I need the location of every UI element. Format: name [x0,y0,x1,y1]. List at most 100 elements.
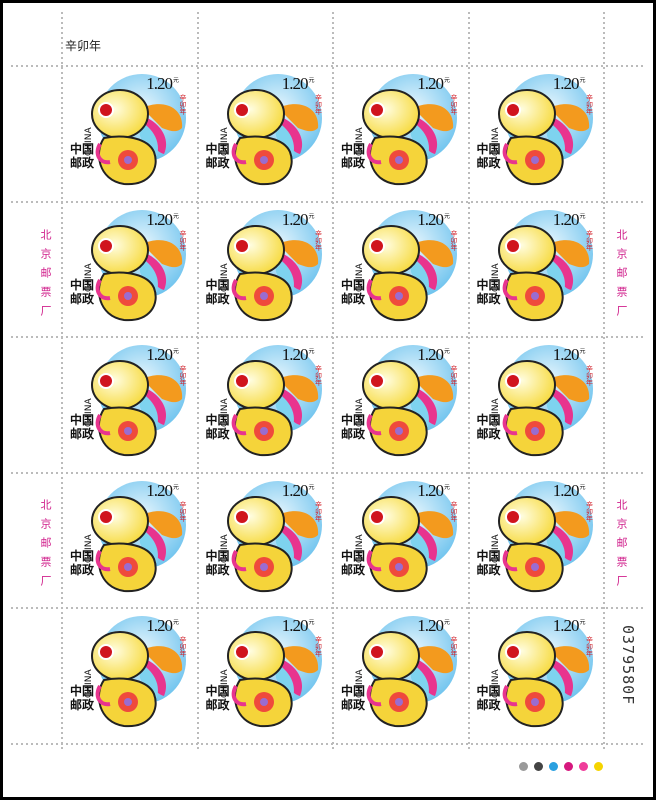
unit: 元 [308,212,315,220]
stamp: 1.20 元中国邮政 CHINA 辛卯年 [335,203,465,334]
caption: 辛卯年 [314,500,323,522]
stamp-art [226,209,322,321]
stamp: 1.20 元中国邮政 CHINA 辛卯年 [470,610,601,741]
perforation [603,11,605,749]
perforation [467,11,470,749]
unit: 元 [443,212,450,220]
country-cn: 中国邮政 [205,413,230,442]
country-cn: 中国邮政 [205,277,230,306]
stamp: 1.20 元中国邮政 CHINA 辛卯年 [64,339,194,470]
denomination: 1.20 [552,345,580,365]
stamp-art [91,480,186,592]
denomination: 1.20 [417,209,444,229]
caption: 辛卯年 [314,365,323,387]
unit: 元 [172,212,179,220]
stamp: 1.20 元中国邮政 CHINA 辛卯年 [64,610,194,741]
country-en: CHINA [490,398,501,428]
country-cn: 中国邮政 [476,684,501,713]
unit: 元 [308,619,315,627]
unit: 元 [308,77,315,84]
stamp-art [362,616,457,728]
denomination: 1.20 [146,209,173,229]
country-en: CHINA [355,669,365,699]
stamp-art [362,345,457,457]
stamp: 1.20 元中国邮政 CHINA 辛卯年 [335,339,465,470]
country-en: CHINA [219,398,230,428]
stamp-art [226,345,322,457]
denomination: 1.20 [281,345,309,365]
country-en: CHINA [355,534,365,563]
caption: 辛卯年 [450,94,458,115]
unit: 元 [172,483,179,491]
unit: 元 [443,77,450,84]
country-cn: 中国邮政 [70,684,95,713]
caption: 辛卯年 [585,229,594,251]
color-dot [519,762,528,771]
color-dot [564,762,573,771]
caption: 辛卯年 [314,94,323,115]
denomination: 1.20 [281,74,309,93]
stamp: 1.20 元中国邮政 CHINA 辛卯年 [335,610,465,741]
country-en: CHINA [355,398,365,428]
perforation [332,11,334,749]
stamp: 1.20 元中国邮政 CHINA 辛卯年 [470,68,601,198]
denomination: 1.20 [146,616,173,636]
country-cn: 中国邮政 [70,142,95,170]
margin-imprint: 北京邮票厂 [39,229,52,324]
caption: 辛卯年 [585,365,594,387]
caption: 辛卯年 [450,365,458,387]
sheet-title: 辛卯年 [65,39,102,53]
country-cn: 中国邮政 [70,277,95,306]
perforation [61,11,63,749]
caption: 辛卯年 [314,229,323,251]
caption: 辛卯年 [585,94,594,115]
stamp-art [362,209,457,321]
country-en: CHINA [84,534,94,563]
caption: 辛卯年 [585,500,594,522]
country-cn: 中国邮政 [341,548,366,577]
stamp-art [362,74,457,186]
stamp: 1.20 元中国邮政 CHINA 辛卯年 [335,68,465,198]
country-cn: 中国邮政 [476,277,501,306]
country-cn: 中国邮政 [70,413,95,442]
stamp-art [91,616,186,728]
caption: 辛卯年 [179,500,187,522]
stamp-art [497,616,593,728]
caption: 辛卯年 [450,636,458,658]
country-cn: 中国邮政 [205,684,230,713]
unit: 元 [172,619,179,627]
denomination: 1.20 [281,209,309,229]
caption: 辛卯年 [179,365,187,387]
perforation [11,336,645,339]
country-en: CHINA [84,398,94,428]
stamp: 1.20 元中国邮政 CHINA 辛卯年 [335,474,465,605]
stamp-art [226,74,322,186]
denomination: 1.20 [552,74,580,93]
country-cn: 中国邮政 [70,548,95,577]
perforation [11,65,645,67]
unit: 元 [579,348,586,356]
stamp: 1.20 元中国邮政 CHINA 辛卯年 [199,203,330,334]
color-dot [534,762,543,771]
denomination: 1.20 [417,616,444,636]
stamp-art [91,345,186,457]
country-en: CHINA [219,127,230,156]
country-cn: 中国邮政 [476,142,501,170]
country-cn: 中国邮政 [341,413,366,442]
country-en: CHINA [84,262,94,292]
stamp-sheet: 辛卯年 北京邮票厂 北京邮票厂 北京邮票厂 北京邮票厂 0379580F 1.2… [3,3,653,797]
stamp: 1.20 元中国邮政 CHINA 辛卯年 [470,474,601,605]
unit: 元 [579,483,586,491]
country-en: CHINA [490,262,501,292]
denomination: 1.20 [146,345,173,365]
stamp: 1.20 元中国邮政 CHINA 辛卯年 [199,474,330,605]
unit: 元 [308,483,315,491]
perforation [11,607,645,610]
country-en: CHINA [219,262,230,292]
stamp-art [362,480,457,592]
stamp: 1.20 元中国邮政 CHINA 辛卯年 [64,203,194,334]
stamp-art [497,480,593,592]
unit: 元 [579,212,586,220]
country-en: CHINA [84,669,94,699]
caption: 辛卯年 [450,229,458,251]
